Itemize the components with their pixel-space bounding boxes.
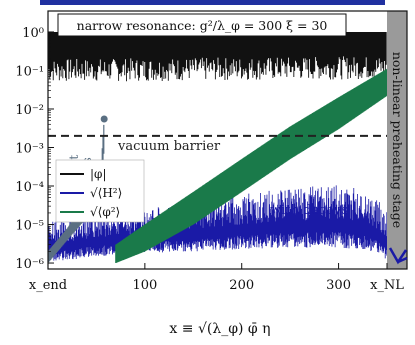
legend-label-hubble: √⟨H²⟩ (90, 186, 122, 200)
y-tick-label: 10⁻⁶ (15, 257, 44, 272)
y-tick-label: 10⁻⁵ (15, 219, 44, 234)
x-tick-label: x_NL (370, 278, 404, 293)
title-box-text: narrow resonance: g²/λ_φ = 300 ξ = 30 (77, 18, 328, 33)
legend: |φ| √⟨H²⟩ √⟨φ²⟩ (55, 159, 145, 223)
with-decays-label: with decays (270, 203, 348, 218)
y-tick-label: 10⁻³ (15, 141, 44, 156)
x-tick-label: 100 (132, 278, 157, 293)
without-decays-endpoint (100, 115, 108, 123)
title-box (57, 13, 347, 37)
checkmark-icon (388, 247, 408, 265)
y-tick-label: 10⁻² (15, 103, 44, 118)
x-tick-label: x_end (29, 278, 67, 293)
nonlinear-stage-label: non-linear preheating stage (390, 52, 405, 228)
legend-label-fluct: √⟨φ²⟩ (90, 205, 120, 219)
legend-label-phi: |φ| (90, 167, 107, 181)
x-axis-label: x ≡ √(λ_φ) φ̄ η (169, 321, 270, 337)
y-tick-label: 10⁻¹ (15, 64, 44, 79)
top-strip (40, 0, 385, 5)
vacuum-barrier-label: vacuum barrier (117, 139, 221, 154)
plot-frame (47, 10, 408, 270)
nonlinear-region (387, 11, 407, 269)
series-phi-oscillation (48, 31, 387, 82)
x-tick-label: 200 (229, 278, 254, 293)
series-fluct-band (115, 68, 387, 264)
y-tick-label: 10⁻⁴ (15, 180, 44, 195)
x-tick-label: 300 (326, 278, 351, 293)
y-tick-label: 10⁰ (22, 26, 44, 41)
